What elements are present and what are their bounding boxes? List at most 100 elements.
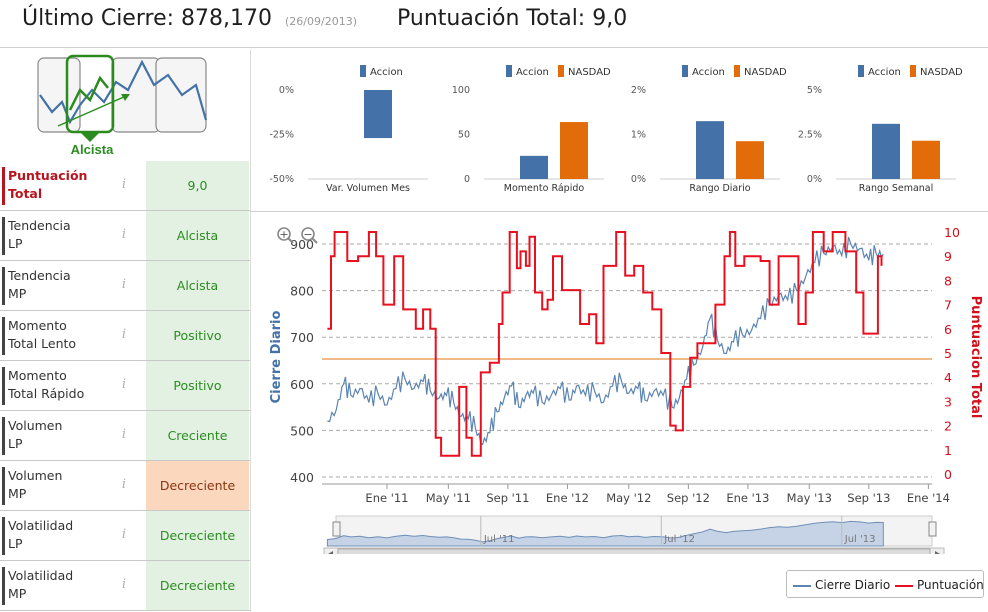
close-series-line[interactable] <box>327 236 884 446</box>
mini-chart-3: Accion NASDAD 2% 1% 0% Rango Diario <box>631 65 787 194</box>
indicator-value: Decreciente <box>146 561 249 610</box>
mini-y-tick: 5% <box>807 85 822 96</box>
indicator-name-line1: Volatilidad <box>8 518 74 533</box>
zoom-in-icon-handle <box>287 237 294 244</box>
mini-y-tick: 2% <box>631 85 646 96</box>
indicator-name-line1: Tendencia <box>8 218 71 233</box>
info-icon[interactable]: i <box>121 177 127 192</box>
indicator-name-line1: Momento <box>8 368 67 383</box>
mini-y-tick: 0% <box>807 174 822 185</box>
navigator-scrollbar[interactable] <box>323 547 945 554</box>
zoom-in-icon-lens <box>277 227 291 241</box>
last-close-value: 878,170 <box>181 6 272 31</box>
mini-bar-nasdad[interactable] <box>736 141 764 179</box>
info-icon[interactable]: i <box>121 427 127 442</box>
mini-y-tick: 1% <box>631 130 646 141</box>
info-icon[interactable]: i <box>121 277 127 292</box>
trend-label: Alcista <box>70 142 114 157</box>
legend-score-swatch <box>895 584 913 587</box>
total-score-value: 9,0 <box>592 6 628 31</box>
section-divider <box>250 211 988 212</box>
legend-close[interactable]: Cierre Diario <box>793 578 890 592</box>
trend-sample-line <box>39 59 208 125</box>
mini-bar-nasdad[interactable] <box>560 122 588 179</box>
x-tick-label: May '11 <box>426 491 471 505</box>
mini-chart-2: Accion NASDAD 100 50 0 Momento Rápido <box>452 65 611 194</box>
y2-tick-label: 0 <box>944 467 952 482</box>
mini-legend-label: Accion <box>516 67 549 78</box>
y2-tick-label: 6 <box>944 322 952 337</box>
indicator-name: Volumen MP <box>8 467 113 503</box>
mini-chart-title: Momento Rápido <box>504 183 585 194</box>
y2-tick-label: 8 <box>944 273 952 288</box>
y-tick-label: 600 <box>290 377 314 392</box>
navigator-handle-left[interactable] <box>332 521 341 537</box>
indicator-name-line2: MP <box>8 586 27 601</box>
score-series-line[interactable] <box>327 231 883 457</box>
scroll-right-icon[interactable] <box>935 551 940 554</box>
mini-chart-title: Var. Volumen Mes <box>326 183 410 194</box>
x-tick-label: Ene '12 <box>546 491 589 505</box>
navigator-label: Jul '12 <box>663 534 695 545</box>
mini-y-tick: 2.5% <box>798 130 822 141</box>
zoom-out-icon-handle <box>311 237 318 244</box>
mini-bar-accion[interactable] <box>696 121 724 179</box>
y2-tick-label: 5 <box>944 346 952 361</box>
info-icon[interactable]: i <box>121 577 127 592</box>
indicator-row: Volatilidad MP i Decreciente <box>0 561 250 611</box>
chart-legend[interactable]: Cierre Diario Puntuación <box>786 570 984 598</box>
y2-tick-label: 10 <box>944 225 960 240</box>
legend-score[interactable]: Puntuación <box>895 578 984 592</box>
mini-legend-swatch <box>910 65 916 77</box>
info-icon[interactable]: i <box>121 527 127 542</box>
x-tick-label: Ene '14 <box>907 491 950 505</box>
y-tick-label: 400 <box>290 470 314 485</box>
mini-bar-accion[interactable] <box>520 155 548 179</box>
info-icon[interactable]: i <box>121 377 127 392</box>
indicator-value: 9,0 <box>146 161 249 210</box>
navigator-handle-right[interactable] <box>928 521 937 537</box>
mini-bar-charts: Accion 0% -25% -50% Var. Volumen Mes Accion NA… <box>269 65 963 194</box>
y-tick-label: 500 <box>290 423 314 438</box>
indicator-name-line1: Volumen <box>8 468 63 483</box>
y2-tick-label: 3 <box>944 394 952 409</box>
row-marker <box>2 317 5 355</box>
indicator-value: Positivo <box>146 361 249 410</box>
mini-chart-4: Accion NASDAD 5% 2.5% 0% Rango Semanal <box>798 65 963 194</box>
navigator-area <box>326 520 884 547</box>
x-tick-label: Sep '13 <box>847 491 890 505</box>
indicator-name-line1: Tendencia <box>8 268 71 283</box>
info-icon[interactable]: i <box>121 477 127 492</box>
indicator-name-line2: LP <box>8 236 23 251</box>
zoom-out-icon[interactable]: − <box>301 227 318 244</box>
mini-legend-label: Accion <box>370 67 403 78</box>
mini-y-tick: -50% <box>269 174 294 185</box>
indicator-name: Volumen LP <box>8 417 113 453</box>
indicator-row: Momento Total Lento i Positivo <box>0 311 250 361</box>
info-icon[interactable]: i <box>121 327 127 342</box>
mini-bar-nasdad[interactable] <box>912 140 940 179</box>
y2-tick-label: 9 <box>944 249 952 264</box>
trend-up-line <box>68 75 109 111</box>
zoom-controls[interactable]: + − <box>277 227 318 244</box>
indicator-name-line1: Volumen <box>8 418 63 433</box>
scroll-left-icon[interactable] <box>328 551 333 554</box>
navigator-label: Jul '13 <box>844 534 876 545</box>
legend-score-label: Puntuación <box>917 578 984 592</box>
mini-bar-accion[interactable] <box>364 90 392 139</box>
indicator-name: Tendencia MP <box>8 267 113 303</box>
indicator-row: Tendencia MP i Alcista <box>0 261 250 311</box>
zoom-in-icon[interactable]: + <box>277 227 294 244</box>
row-marker <box>2 467 5 505</box>
mini-bar-accion[interactable] <box>872 123 900 179</box>
y2-axis-title: Puntuacion Total <box>968 296 983 419</box>
indicator-name: Momento Total Lento <box>8 317 113 353</box>
scrollbar-thumb[interactable] <box>337 548 931 554</box>
range-navigator[interactable]: Jul '11 Jul '12 Jul '13 <box>326 515 937 547</box>
info-icon[interactable]: i <box>121 227 127 242</box>
zoom-out-icon-lens <box>301 227 315 241</box>
navigator-label: Jul '11 <box>483 534 515 545</box>
x-tick-label: Ene '11 <box>365 491 408 505</box>
indicator-name-line2: MP <box>8 486 27 501</box>
